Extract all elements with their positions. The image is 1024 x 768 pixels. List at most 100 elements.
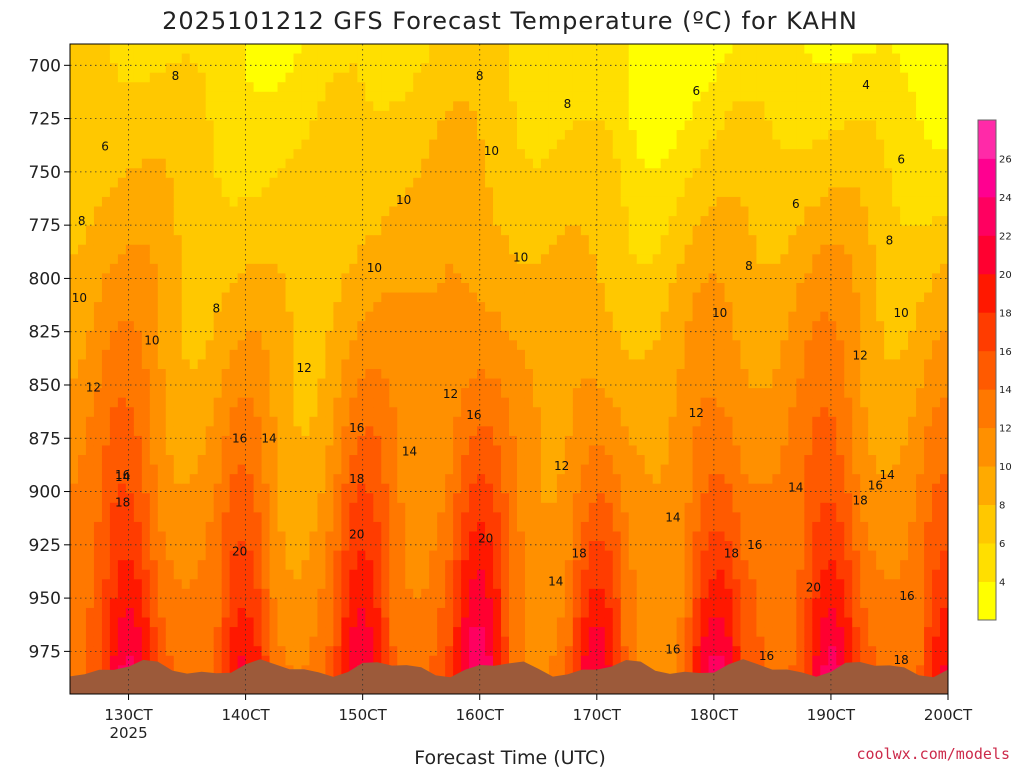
field-cell xyxy=(636,464,646,475)
field-cell xyxy=(556,426,566,437)
field-cell xyxy=(461,282,470,294)
field-cell xyxy=(309,646,319,657)
field-cell xyxy=(213,82,223,93)
field-cell xyxy=(70,206,79,217)
field-cell xyxy=(604,502,614,513)
field-cell xyxy=(509,53,518,64)
field-cell xyxy=(341,177,350,188)
field-cell xyxy=(133,617,143,628)
field-cell xyxy=(229,416,239,427)
field-cell xyxy=(604,120,614,131)
field-cell xyxy=(109,502,119,513)
field-cell xyxy=(381,139,390,150)
field-cell xyxy=(165,130,175,141)
field-cell xyxy=(117,646,127,657)
field-cell xyxy=(596,416,606,427)
field-cell xyxy=(293,187,303,198)
field-cell xyxy=(572,445,582,456)
field-cell xyxy=(70,53,79,64)
field-cell xyxy=(373,388,382,399)
field-cell xyxy=(301,225,311,236)
field-cell xyxy=(485,53,494,64)
field-cell xyxy=(213,435,223,447)
field-cell xyxy=(509,426,518,437)
field-cell xyxy=(445,646,454,657)
field-cell xyxy=(237,130,247,141)
field-cell xyxy=(309,235,319,246)
field-cell xyxy=(197,416,207,427)
field-cell xyxy=(421,607,430,619)
field-cell xyxy=(413,397,422,408)
field-cell xyxy=(109,617,119,628)
field-cell xyxy=(277,397,287,408)
field-cell xyxy=(596,302,606,313)
field-cell xyxy=(636,445,646,456)
field-cell xyxy=(365,63,374,74)
field-cell xyxy=(381,550,390,561)
field-cell xyxy=(421,130,430,141)
field-cell xyxy=(189,302,199,313)
field-cell xyxy=(133,359,143,370)
field-cell xyxy=(245,636,255,647)
field-cell xyxy=(349,196,358,208)
field-cell xyxy=(165,627,175,638)
field-cell xyxy=(245,82,255,93)
field-cell xyxy=(373,177,382,188)
field-cell xyxy=(421,187,430,198)
field-cell xyxy=(189,560,199,571)
field-cell xyxy=(477,216,486,227)
field-cell xyxy=(540,187,550,198)
field-cell xyxy=(141,369,151,380)
field-cell xyxy=(293,521,303,533)
field-cell xyxy=(165,464,175,475)
field-cell xyxy=(173,569,183,580)
field-cell xyxy=(421,254,430,265)
field-cell xyxy=(580,168,590,179)
field-cell xyxy=(125,598,135,609)
field-cell xyxy=(269,72,279,83)
field-cell xyxy=(293,273,303,284)
field-cell xyxy=(85,254,95,265)
field-cell xyxy=(540,235,550,246)
field-cell xyxy=(181,416,191,427)
field-cell xyxy=(612,502,622,513)
field-cell xyxy=(421,435,430,447)
field-cell xyxy=(556,292,566,303)
field-cell xyxy=(421,426,430,437)
field-cell xyxy=(133,598,143,609)
field-cell xyxy=(612,464,622,475)
field-cell xyxy=(389,263,398,275)
field-cell xyxy=(644,579,654,590)
field-cell xyxy=(213,311,223,322)
field-cell xyxy=(85,110,95,122)
field-cell xyxy=(253,91,263,102)
field-cell xyxy=(197,493,207,504)
field-cell xyxy=(333,149,342,160)
field-cell xyxy=(413,72,422,83)
field-cell xyxy=(357,521,366,533)
field-cell xyxy=(365,292,374,303)
field-cell xyxy=(373,254,382,265)
field-cell xyxy=(509,282,518,294)
field-cell xyxy=(285,139,295,150)
field-cell xyxy=(373,72,382,83)
field-cell xyxy=(437,130,446,141)
field-cell xyxy=(189,636,199,647)
field-cell xyxy=(636,607,646,619)
field-cell xyxy=(301,521,311,533)
field-cell xyxy=(101,340,111,351)
field-cell xyxy=(477,120,486,131)
field-cell xyxy=(317,665,327,676)
field-cell xyxy=(253,359,263,370)
field-cell xyxy=(149,302,159,313)
field-cell xyxy=(317,426,327,437)
field-cell xyxy=(509,311,518,322)
field-cell xyxy=(580,196,590,208)
field-cell xyxy=(604,349,614,361)
field-cell xyxy=(477,187,486,198)
field-cell xyxy=(516,416,526,427)
field-cell xyxy=(540,464,550,475)
field-cell xyxy=(269,254,279,265)
field-cell xyxy=(157,311,167,322)
field-cell xyxy=(205,579,215,590)
